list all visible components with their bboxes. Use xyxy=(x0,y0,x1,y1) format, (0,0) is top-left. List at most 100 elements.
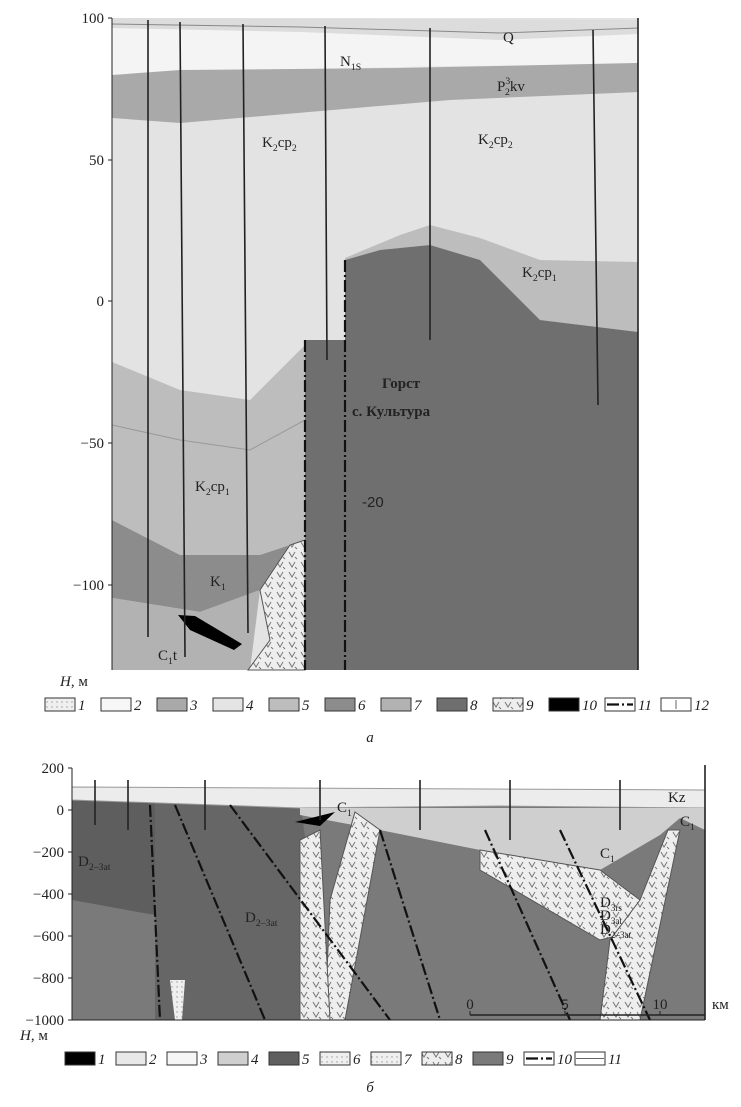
y-tick-label: 0 xyxy=(57,803,65,819)
section-b xyxy=(72,765,705,1020)
label-part: C xyxy=(158,648,168,664)
legend-swatch xyxy=(213,698,243,711)
label-part: 1 xyxy=(610,854,615,865)
legend-label: 6 xyxy=(353,1052,361,1068)
legend-swatch xyxy=(218,1052,248,1065)
label-part: 2 xyxy=(292,143,297,154)
label-part: 1 xyxy=(552,273,557,284)
y-tick-label: −600 xyxy=(33,929,64,945)
label-part: cp xyxy=(211,479,225,495)
label-part: cp xyxy=(278,135,292,151)
label-part: 1 xyxy=(221,582,226,593)
legend-label: 2 xyxy=(149,1052,157,1068)
y-tick-label: 100 xyxy=(82,11,105,27)
legend-swatch xyxy=(473,1052,503,1065)
legend-label: 2 xyxy=(134,698,142,714)
label-part: 1 xyxy=(690,822,695,833)
y-tick-label: −200 xyxy=(33,845,64,861)
label-part: K xyxy=(522,265,533,281)
legend-swatch xyxy=(65,1052,95,1065)
legend-swatch xyxy=(157,698,187,711)
legend-label: 9 xyxy=(526,698,534,714)
label-part: 1 xyxy=(225,487,230,498)
label-part: K xyxy=(478,132,489,148)
label-part: kv xyxy=(510,79,526,95)
legend-label: 12 xyxy=(694,698,710,714)
layer-label: Kz xyxy=(668,790,686,806)
label-part: C xyxy=(337,800,347,816)
label-part: 3rs xyxy=(611,903,623,913)
label-part: 2–3at xyxy=(256,918,278,929)
legend-label: 5 xyxy=(302,1052,310,1068)
y-tick-label: −50 xyxy=(81,436,104,452)
label-part: cp xyxy=(494,132,508,148)
figure: 100500−50−100H, мQN1SP32kvK2cp2K2cp2K2cp… xyxy=(0,0,741,1107)
legend-label: 1 xyxy=(98,1052,106,1068)
legend-swatch xyxy=(320,1052,350,1065)
label-part: 1 xyxy=(347,808,352,819)
scale-label: 0 xyxy=(466,997,474,1013)
legend-label: 11 xyxy=(608,1052,622,1068)
scale-unit: км xyxy=(712,997,729,1013)
legend-label: 11 xyxy=(638,698,652,714)
y-tick-label: −400 xyxy=(33,887,64,903)
y-tick-label: −800 xyxy=(33,971,64,987)
legend-label: 4 xyxy=(251,1052,259,1068)
y-tick-label: 200 xyxy=(42,761,65,777)
label-part: 1S xyxy=(351,62,361,73)
legend-swatch xyxy=(422,1052,452,1065)
scale-label: 5 xyxy=(561,997,569,1013)
label-part: N xyxy=(340,54,351,70)
label-part: K xyxy=(262,135,273,151)
label-part: cp xyxy=(538,265,552,281)
label-part: C xyxy=(600,846,610,862)
legend-swatch xyxy=(371,1052,401,1065)
y-tick-label: −100 xyxy=(73,578,104,594)
caption: а xyxy=(366,730,374,746)
legend-label: 3 xyxy=(199,1052,208,1068)
legend-swatch xyxy=(116,1052,146,1065)
legend-label: 10 xyxy=(582,698,598,714)
layer-label: Q xyxy=(503,30,514,46)
y-tick-label: 0 xyxy=(97,294,105,310)
section-a xyxy=(112,18,638,670)
legend-swatch xyxy=(549,698,579,711)
axis-label-part: , м xyxy=(31,1028,49,1044)
legend-label: 10 xyxy=(557,1052,573,1068)
legend-label: 9 xyxy=(506,1052,514,1068)
legend-label: 8 xyxy=(470,698,478,714)
annotation: -20 xyxy=(362,494,384,511)
legend-swatch xyxy=(269,1052,299,1065)
label-part: C xyxy=(680,814,690,830)
horst-title: с. Культура xyxy=(352,404,431,420)
legend-label: 7 xyxy=(414,698,423,714)
scale-label: 10 xyxy=(653,997,668,1013)
label-part: 2 xyxy=(508,140,513,151)
horst-title: Горст xyxy=(382,376,421,392)
legend-label: 8 xyxy=(455,1052,463,1068)
legend-label: 5 xyxy=(302,698,310,714)
legend-swatch xyxy=(101,698,131,711)
label-part: K xyxy=(210,574,221,590)
label-part: 2–3at xyxy=(611,930,632,940)
legend-swatch xyxy=(45,698,75,711)
legend-label: 1 xyxy=(78,698,86,714)
caption: б xyxy=(366,1080,374,1096)
legend-swatch xyxy=(325,698,355,711)
label-part: Q xyxy=(503,30,514,46)
y-tick-label: 50 xyxy=(89,153,104,169)
axis-label: H, м xyxy=(19,1028,48,1044)
label-part: 2–3at xyxy=(89,862,111,873)
label-part: Kz xyxy=(668,790,686,806)
legend-swatch xyxy=(437,698,467,711)
label-part: D xyxy=(78,854,89,870)
y-tick-label: −1000 xyxy=(26,1013,64,1029)
legend-label: 7 xyxy=(404,1052,413,1068)
legend-label: 3 xyxy=(189,698,198,714)
legend-swatch xyxy=(493,698,523,711)
legend-label: 6 xyxy=(358,698,366,714)
legend-swatch xyxy=(167,1052,197,1065)
axis-label-part: , м xyxy=(71,674,89,690)
label-part: 3at xyxy=(611,916,623,926)
axis-label: H, м xyxy=(59,674,88,690)
